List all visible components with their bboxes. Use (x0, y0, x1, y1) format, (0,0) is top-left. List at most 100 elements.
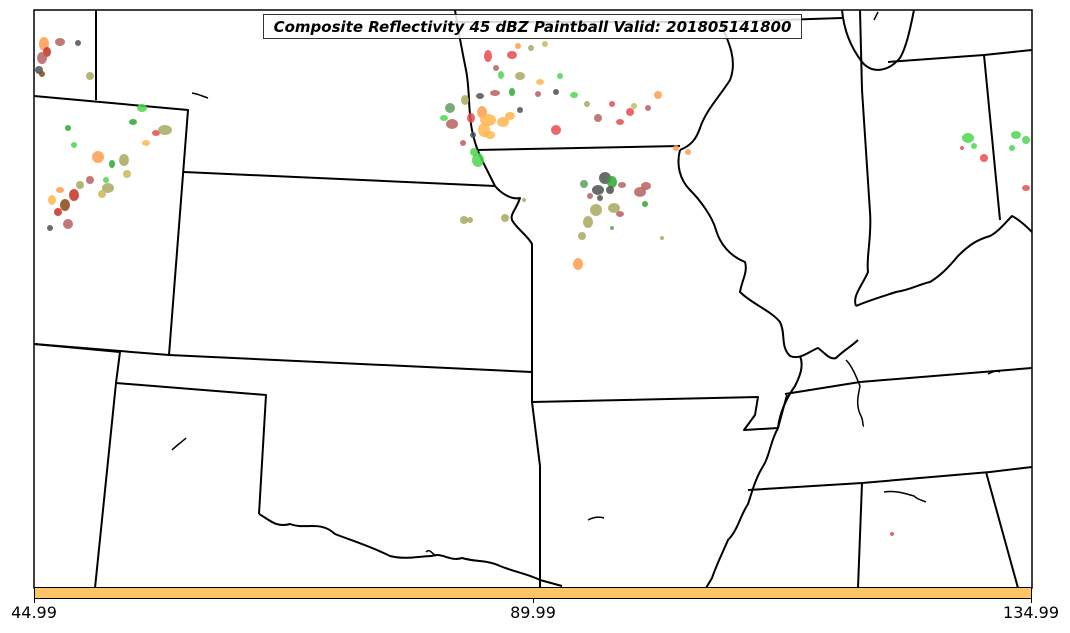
storm-cell (501, 214, 509, 222)
storm-cell (535, 91, 541, 97)
storm-cell (1022, 136, 1030, 144)
storm-cell (1022, 185, 1030, 191)
storm-cell (607, 176, 617, 188)
iowa-missouri (475, 145, 681, 151)
storm-cell (515, 43, 521, 49)
storm-cell (610, 226, 614, 230)
storm-cell (971, 143, 977, 149)
storm-cell (580, 180, 588, 188)
storm-cell (517, 107, 523, 113)
storm-cell (634, 187, 646, 197)
storm-cell (86, 176, 94, 184)
storm-cell (616, 119, 624, 125)
lake-kentucky-east (987, 370, 1001, 375)
storm-cell (493, 65, 499, 71)
wi-marker (873, 11, 879, 21)
storm-cell (497, 117, 509, 127)
storm-cell (573, 258, 583, 270)
colorbar-tick-label-min: 44.99 (11, 603, 57, 622)
storm-cell (472, 153, 484, 167)
storm-cell (470, 148, 478, 156)
colorbar-tick-label-mid: 89.99 (510, 603, 556, 622)
storm-cell (962, 133, 974, 143)
storm-cell (490, 90, 500, 96)
storm-cell (584, 101, 590, 107)
storm-cell (498, 71, 504, 79)
storm-cell (60, 199, 70, 211)
storm-cell (522, 198, 526, 202)
storm-cell (570, 92, 578, 98)
storm-cell (69, 189, 79, 201)
storm-cell (123, 170, 131, 178)
storm-cell (609, 101, 615, 107)
paintball-storms (35, 37, 1030, 536)
storm-cell (142, 140, 150, 146)
mississippi-upper (679, 21, 734, 151)
storm-cell (129, 119, 137, 125)
storm-cell (476, 93, 484, 99)
colorbar-tick-mark (34, 599, 35, 603)
storm-cell (507, 51, 517, 59)
storm-cell (557, 73, 563, 79)
nebraska-kansas-border (183, 171, 496, 187)
lake-kansas (191, 92, 209, 99)
storm-cell (98, 190, 106, 198)
storm-cell (467, 113, 475, 123)
red-river (258, 513, 563, 587)
storm-cell (461, 95, 469, 105)
illinois-indiana (854, 9, 872, 307)
colorbar-tick-label-max: 134.99 (1003, 603, 1059, 622)
storm-cell (63, 219, 73, 229)
storm-cell (645, 105, 651, 111)
storm-cell (440, 115, 448, 121)
missouri-river-kansas (494, 185, 533, 372)
storm-cell (631, 103, 637, 109)
indiana-ohio (983, 54, 1001, 221)
lake-michigan (841, 9, 915, 71)
storm-cell (597, 195, 603, 201)
storm-cell (102, 183, 114, 193)
storm-cell (536, 79, 544, 85)
tennessee-south (747, 466, 1033, 491)
storm-cell (71, 142, 77, 148)
colorbar-tick-mark (1031, 599, 1032, 603)
storm-cell (470, 132, 476, 138)
kentucky-tennessee (784, 367, 1033, 395)
storm-cell (460, 216, 468, 224)
storm-cell (618, 182, 626, 188)
storm-cell (152, 130, 160, 136)
storm-cell (1011, 131, 1021, 139)
storm-cell (75, 40, 81, 46)
storm-cell (587, 193, 593, 199)
storm-cell (92, 151, 104, 163)
storm-cell (86, 72, 94, 80)
storm-cell (592, 185, 604, 195)
lake-texas (425, 549, 437, 557)
storm-cell (460, 140, 466, 146)
mississippi-alabama (857, 482, 863, 589)
storm-cell (960, 146, 964, 150)
storm-cell (528, 45, 534, 51)
storm-cell (583, 216, 593, 228)
colorbar-tick-mark (533, 599, 534, 603)
storm-cell (76, 181, 84, 189)
storm-cell (594, 114, 602, 122)
oklahoma-arkansas (531, 372, 541, 588)
storm-cell (137, 104, 147, 112)
kansas-oklahoma-border (168, 354, 533, 373)
storm-cell (65, 125, 71, 131)
colorbar (34, 587, 1032, 599)
storm-cell (616, 211, 624, 217)
storm-cell (551, 125, 561, 135)
lake-alabama (883, 490, 927, 503)
storm-cell (509, 88, 515, 96)
storm-cell (642, 201, 648, 207)
storm-cell (47, 225, 53, 231)
kentucky-lake (845, 359, 865, 427)
storm-cell (608, 203, 620, 213)
newmexico-texas (94, 382, 117, 589)
storm-cell (626, 108, 634, 116)
storm-cell (660, 236, 664, 240)
storm-cell (56, 187, 64, 193)
